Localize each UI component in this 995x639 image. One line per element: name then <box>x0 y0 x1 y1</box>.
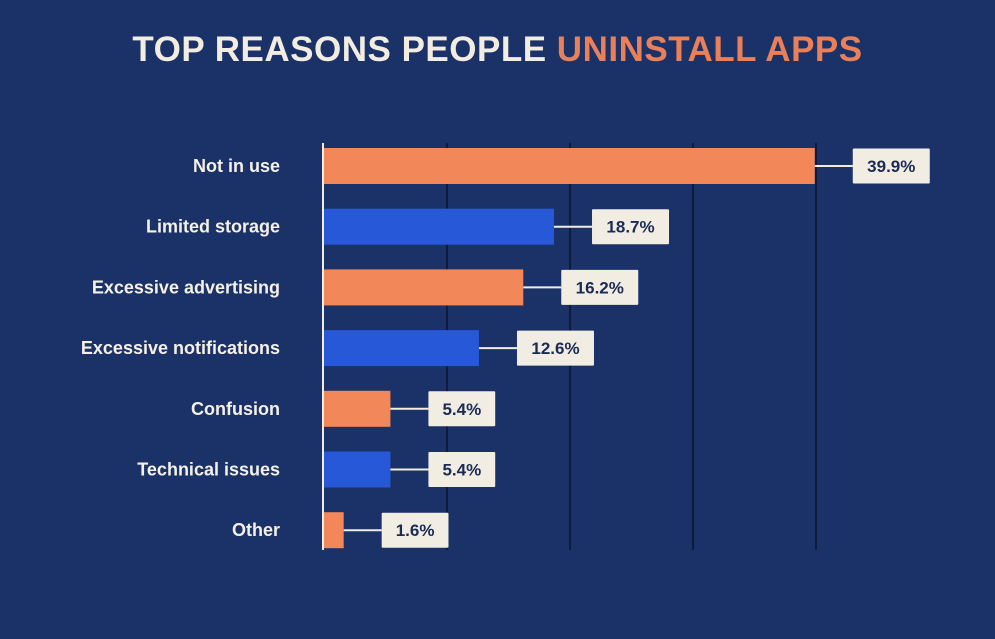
bar <box>324 330 479 367</box>
category-label: Limited storage <box>146 217 280 237</box>
category-label: Confusion <box>191 399 280 419</box>
bar <box>324 208 555 245</box>
value-label: 5.4% <box>442 461 481 480</box>
value-label-box <box>592 209 670 245</box>
title-highlight: UNINSTALL APPS <box>556 30 863 69</box>
bar <box>324 451 391 488</box>
value-label-box <box>428 391 496 427</box>
value-label: 39.9% <box>867 157 915 176</box>
bar <box>324 512 344 549</box>
title-prefix: TOP REASONS PEOPLE <box>132 30 547 69</box>
category-label: Other <box>232 520 280 540</box>
bar <box>324 269 524 306</box>
chart-title: TOP REASONS PEOPLE UNINSTALL APPS <box>0 30 995 70</box>
bar <box>324 390 391 427</box>
category-label: Technical issues <box>137 460 280 480</box>
value-label-box <box>381 512 449 548</box>
value-label: 12.6% <box>531 339 579 358</box>
value-label: 1.6% <box>396 521 435 540</box>
category-label: Excessive notifications <box>81 338 280 358</box>
category-label: Not in use <box>193 156 280 176</box>
value-label: 18.7% <box>606 218 654 237</box>
category-label: Excessive advertising <box>92 277 280 297</box>
value-label: 16.2% <box>576 278 624 297</box>
value-label-box <box>852 148 930 184</box>
bar <box>324 148 815 184</box>
value-label-box <box>561 269 639 305</box>
value-label-box <box>516 330 594 366</box>
value-label: 5.4% <box>442 400 481 419</box>
value-label-box <box>428 452 496 487</box>
